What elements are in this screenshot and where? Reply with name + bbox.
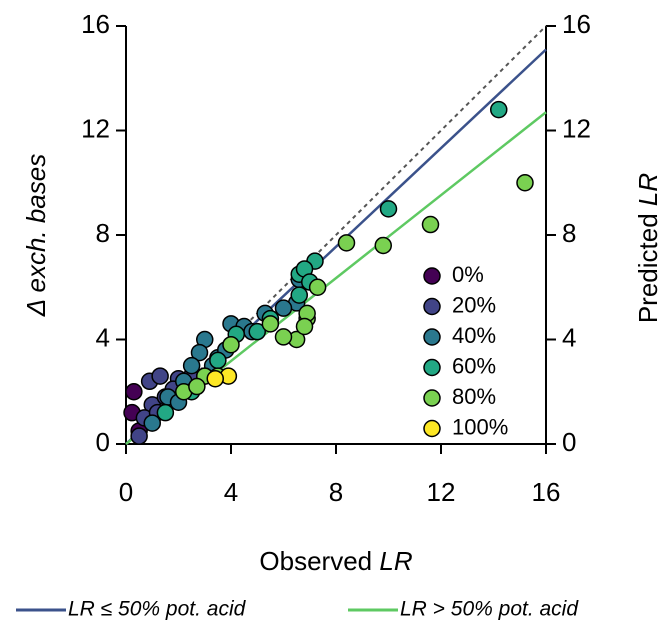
legend-swatch: [423, 358, 441, 377]
y-tick-label: 12: [81, 113, 110, 143]
x-label-italic: LR: [379, 546, 412, 576]
point: [209, 351, 227, 370]
y2-tick-label: 12: [562, 113, 591, 143]
point: [274, 299, 293, 317]
point: [295, 317, 314, 336]
y2-tick-label: 16: [562, 9, 591, 39]
legend-label: 0%: [452, 262, 484, 287]
point: [188, 377, 206, 396]
point: [337, 234, 356, 252]
y2-tick-label: 0: [562, 427, 576, 457]
y2-tick-label: 8: [562, 218, 576, 248]
legend-line-label: LR ≤ 50% pot. acid: [68, 598, 247, 621]
point: [151, 367, 169, 385]
legend-line-label: LR > 50% pot. acid: [400, 598, 579, 621]
legend-label: 80%: [452, 384, 496, 409]
point: [222, 335, 240, 354]
point: [516, 174, 534, 192]
y-axis-label: Δ exch. bases: [21, 154, 51, 317]
y2-label-italic: LR: [633, 173, 663, 206]
legend-label: 60%: [452, 353, 496, 378]
x-tick-label: 4: [224, 477, 238, 507]
point: [308, 278, 327, 296]
legend-label: 100%: [452, 414, 508, 439]
point: [143, 414, 161, 432]
legend-label: 20%: [452, 292, 496, 317]
x-axis-label: Observed LR: [259, 546, 412, 576]
y2-axis-label: Predicted LR: [633, 173, 663, 323]
x-tick-label: 12: [427, 477, 456, 507]
x-tick-label: 8: [329, 477, 343, 507]
point: [261, 315, 280, 333]
y2-label-text: Predicted: [633, 213, 663, 323]
point: [190, 343, 209, 362]
y-tick-label: 4: [96, 322, 110, 352]
point: [290, 286, 308, 304]
legend-label: 40%: [452, 323, 496, 348]
point: [421, 215, 440, 234]
point: [125, 383, 143, 401]
y-tick-label: 8: [96, 218, 110, 248]
legend-swatch: [423, 419, 441, 438]
point: [156, 403, 175, 422]
legend-swatch: [423, 328, 441, 346]
point: [490, 100, 508, 119]
point: [130, 427, 148, 445]
x-tick-label: 0: [119, 477, 133, 507]
legend-swatch: [423, 267, 441, 285]
point: [379, 200, 398, 218]
y-tick-label: 16: [81, 9, 110, 39]
x-tick-label: 16: [532, 477, 561, 507]
x-label-text: Observed: [259, 546, 372, 576]
point: [274, 328, 293, 346]
point: [374, 236, 392, 255]
point: [182, 356, 201, 375]
legend-swatch: [423, 389, 441, 407]
point: [206, 369, 224, 388]
y2-tick-label: 4: [562, 322, 576, 352]
point: [248, 322, 266, 341]
legend-swatch: [423, 297, 441, 316]
y-tick-label: 0: [96, 427, 110, 457]
